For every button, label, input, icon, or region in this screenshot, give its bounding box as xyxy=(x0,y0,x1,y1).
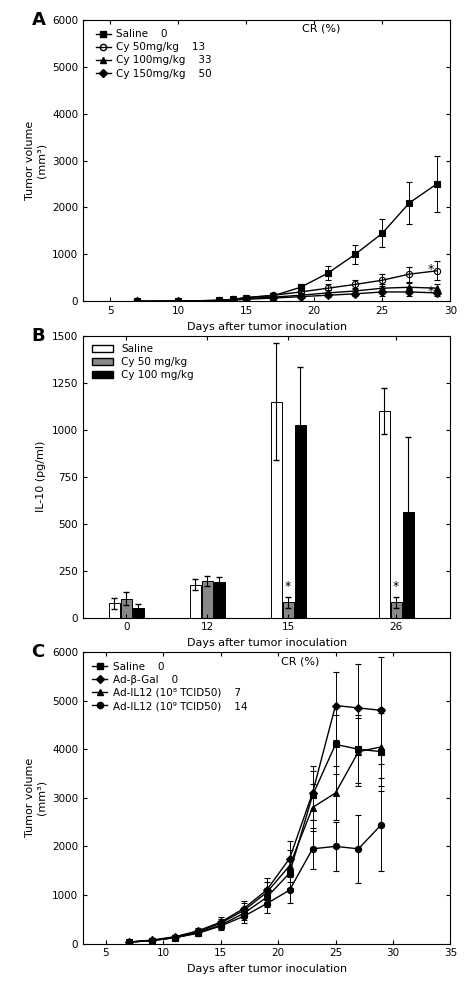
X-axis label: Days after tumor inoculation: Days after tumor inoculation xyxy=(187,322,346,332)
Text: CR (%): CR (%) xyxy=(301,24,340,34)
Text: *: * xyxy=(427,263,433,276)
Legend: Saline, Cy 50 mg/kg, Cy 100 mg/kg: Saline, Cy 50 mg/kg, Cy 100 mg/kg xyxy=(92,344,193,380)
Text: B: B xyxy=(31,327,45,346)
Bar xyxy=(403,513,414,618)
Bar xyxy=(133,608,144,618)
Bar xyxy=(202,581,213,618)
Text: *: * xyxy=(427,285,433,297)
Bar xyxy=(190,585,201,618)
Text: *: * xyxy=(285,580,292,593)
Bar xyxy=(295,425,306,618)
Bar xyxy=(214,582,225,618)
Bar xyxy=(109,604,120,618)
Text: A: A xyxy=(31,11,46,30)
Bar xyxy=(391,603,402,618)
Legend: Saline    0, Ad-β-Gal    0, Ad-IL12 (10⁸ TCID50)    7, Ad-IL12 (10⁹ TCID50)    1: Saline 0, Ad-β-Gal 0, Ad-IL12 (10⁸ TCID5… xyxy=(92,662,247,711)
X-axis label: Days after tumor inoculation: Days after tumor inoculation xyxy=(187,638,346,648)
Text: C: C xyxy=(31,643,45,661)
Y-axis label: IL-10 (pg/ml): IL-10 (pg/ml) xyxy=(36,441,46,513)
X-axis label: Days after tumor inoculation: Days after tumor inoculation xyxy=(187,964,346,974)
Text: CR (%): CR (%) xyxy=(281,656,319,667)
Y-axis label: Tumor volume
(mm³): Tumor volume (mm³) xyxy=(25,121,46,201)
Text: *: * xyxy=(393,580,400,593)
Bar xyxy=(121,599,132,618)
Legend: Saline    0, Cy 50mg/kg    13, Cy 100mg/kg    33, Cy 150mg/kg    50: Saline 0, Cy 50mg/kg 13, Cy 100mg/kg 33,… xyxy=(95,30,212,79)
Bar xyxy=(283,603,294,618)
Bar xyxy=(379,411,390,618)
Y-axis label: Tumor volume
(mm³): Tumor volume (mm³) xyxy=(25,758,46,838)
Bar xyxy=(271,402,282,618)
